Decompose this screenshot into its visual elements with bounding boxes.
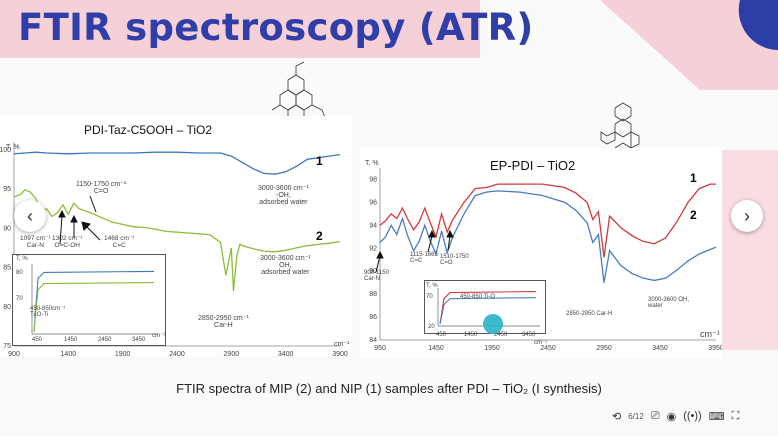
inset-right-ytick-20: 20	[428, 324, 435, 330]
broadcast-icon[interactable]: ((•))	[683, 410, 702, 422]
slide-title: FTIR spectroscopy (ATR)	[18, 6, 534, 49]
chart-right-x-tick-3450: 3450	[652, 345, 668, 352]
chart-right-x-tick-3950: 3950	[708, 345, 722, 352]
inset-right-xtick-2450: 2450	[494, 332, 508, 338]
fullscreen-icon[interactable]: ⛶	[731, 409, 740, 422]
chart-left-x-tick-2400: 2400	[169, 351, 185, 356]
keyboard-icon[interactable]: ⌨	[708, 410, 725, 423]
chart-right-series-1-label: 1	[690, 171, 697, 185]
annotation-right-carh: 2850-2950 Car-H	[566, 311, 613, 317]
chart-right-series-1	[379, 183, 716, 258]
chart-left-x-tick-3900: 3900	[332, 351, 348, 356]
annotation-right-carn: 900-1150 Car-N	[364, 270, 389, 282]
chart-left-y-tick-75: 75	[3, 343, 11, 350]
inset-right-xtick-450: 450	[436, 332, 447, 338]
annotation-right-co: 1510-1750 C=O	[440, 254, 469, 266]
inset-left-xtick-1450: 1450	[64, 337, 78, 343]
inset-left-xtick-3450: 3450	[132, 337, 146, 343]
chart-left-xlabel: cm⁻¹	[334, 341, 350, 348]
inset-left-series-1	[33, 270, 155, 333]
chart-left-series-2	[13, 189, 341, 292]
page-indicator: 6/12	[628, 411, 644, 421]
chart-right-y-tick-98: 98	[369, 176, 377, 183]
chart-right-series-2	[379, 190, 717, 283]
inset-left-ytick-80: 80	[16, 270, 23, 276]
inset-left-xlabel: cm⁻¹	[152, 333, 166, 339]
chart-right: 950 1450 1950 2450 2950 3450 39509896949290888…	[369, 168, 722, 352]
chart-left-series-1	[13, 151, 341, 175]
annotation-left-cooh: 1302 cm⁻¹ O=C-OH	[52, 235, 83, 249]
chart-left-y-tick-100: 100	[0, 147, 11, 154]
inset-left-ytick-70: 70	[16, 296, 23, 302]
chart-right-y-tick-92: 92	[369, 245, 377, 252]
chart-left-x-tick-1900: 1900	[115, 351, 131, 356]
annotation-left-cc: 1468 cm⁻¹ C=C	[104, 235, 135, 249]
audio-icon[interactable]: ◉	[666, 410, 677, 423]
slide-caption: FTIR spectra of MIP (2) and NIP (1) samp…	[176, 381, 602, 396]
chart-left-y-tick-90: 90	[3, 225, 11, 232]
annotation-arrows-right	[375, 229, 454, 273]
inset-left-xtick-2450: 2450	[98, 337, 112, 343]
inset-right-xtick-3450: 3450	[522, 332, 536, 338]
chart-left-x-tick-3400: 3400	[278, 351, 294, 356]
chart-left-inset-plot	[31, 264, 158, 335]
chart-right-y-tick-94: 94	[369, 222, 377, 229]
annotation-left-carn: 1097 cm⁻¹ Car-N	[20, 235, 51, 249]
annotation-left-co: 1150-1750 cm⁻¹ C=O	[76, 181, 127, 195]
chart-right-x-tick-950: 950	[374, 345, 386, 352]
chart-left-y-tick-80: 80	[3, 304, 11, 311]
chart-left-x-tick-2900: 2900	[224, 351, 240, 356]
cursor-highlight	[483, 314, 503, 334]
chart-left-title: PDI-Taz-C5OOH – TiO2	[84, 123, 213, 137]
inset-left-annotation: 450-850cm⁻¹ Ti-O-Ti	[30, 306, 66, 318]
closed-captions-icon[interactable]: ⎚	[650, 409, 660, 422]
chart-right-series-2-label: 2	[690, 208, 697, 222]
chevron-right-icon: ›	[744, 205, 750, 226]
annotation-right-oh: 3000-3600 OH, water	[648, 297, 690, 309]
inset-left-series-2	[33, 282, 155, 333]
inset-right-series-2	[439, 297, 537, 325]
chart-right-y-tick-96: 96	[369, 199, 377, 206]
inset-right-xlabel: cm⁻¹	[534, 340, 548, 346]
annotation-left-oh-2: 3000-3600 cm⁻¹ OH, adsorbed water	[260, 255, 311, 276]
inset-right-annotation: 450-850 Ti-O	[460, 294, 496, 300]
chart-right-y-tick-84: 84	[369, 337, 377, 344]
inset-right-xtick-1450: 1450	[464, 332, 478, 338]
chart-left-y-tick-85: 85	[3, 265, 11, 272]
inset-right-ytick-70: 70	[426, 294, 433, 300]
chart-right-ylabel: T, %	[365, 160, 379, 167]
chart-right-y-tick-86: 86	[369, 314, 377, 321]
inset-left-ylabel: T, %	[16, 256, 28, 262]
next-slide-button[interactable]: ›	[731, 200, 763, 232]
inset-right-series-1	[439, 291, 537, 325]
chart-right-x-tick-1450: 1450	[428, 345, 444, 352]
chart-left-series-1-label: 1	[316, 154, 323, 168]
prev-slide-button[interactable]: ‹	[14, 200, 46, 232]
chevron-left-icon: ‹	[27, 205, 33, 226]
chart-right-y-tick-88: 88	[369, 291, 377, 298]
annotation-arrows-left	[58, 195, 101, 245]
annotation-left-oh-1: 3000-3600 cm⁻¹ -OH, adsorbed water	[258, 185, 309, 206]
chart-left-x-tick-1400: 1400	[61, 351, 77, 356]
annotation-left-carh: 2850-2950 cm⁻¹ Car-H	[198, 315, 249, 329]
chart-left-y-tick-95: 95	[3, 186, 11, 193]
chart-right-xlabel: cm⁻¹	[700, 329, 720, 339]
player-controls: ⟲ 6/12 ⎚ ◉ ((•)) ⌨ ⛶	[612, 402, 778, 430]
chart-right-y-tick-90: 90	[369, 268, 377, 275]
chart-left-ylabel: T, %	[6, 144, 20, 151]
chart-right-title: EP-PDI – TiO2	[490, 158, 576, 173]
annotation-right-cc: 1115-1665 C=C	[410, 252, 438, 264]
replay-icon[interactable]: ⟲	[612, 410, 622, 423]
inset-right-ylabel: T, %	[426, 283, 438, 289]
chart-left: 900 1400 1900 2400 2900 3400 3900 100 95 90 85 80 75	[0, 142, 348, 356]
chart-right-x-tick-2950: 2950	[596, 345, 612, 352]
chart-left-inset	[12, 254, 166, 346]
inset-left-xtick-450: 450	[32, 337, 43, 343]
chart-right-x-tick-1950: 1950	[484, 345, 500, 352]
chart-left-series-2-label: 2	[316, 229, 323, 243]
chart-right-x-tick-2450: 2450	[540, 345, 556, 352]
chart-left-x-tick-900: 900	[8, 351, 20, 356]
